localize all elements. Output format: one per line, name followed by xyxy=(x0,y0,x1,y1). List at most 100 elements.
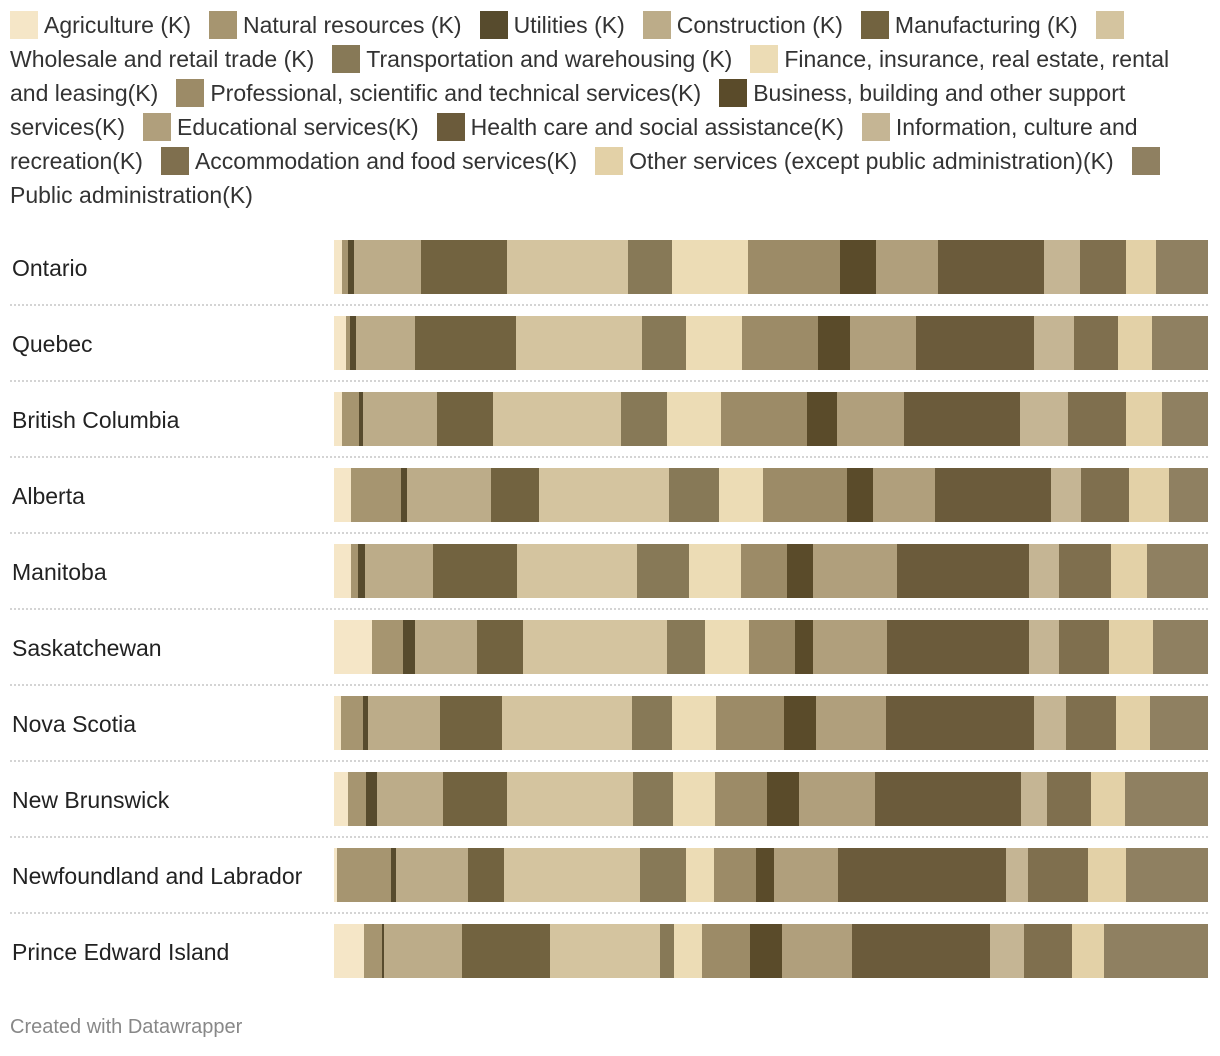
legend-swatch xyxy=(436,113,465,141)
legend-label: Accommodation and food services(K) xyxy=(194,148,578,174)
bar-segment xyxy=(550,924,660,978)
bar-segment xyxy=(415,620,477,674)
legend-swatch xyxy=(750,45,779,73)
bar-segment xyxy=(795,620,813,674)
legend-swatch xyxy=(1095,11,1124,39)
bar-segment xyxy=(334,544,351,598)
bar-segment xyxy=(1150,696,1208,750)
bar-segment xyxy=(1066,696,1116,750)
legend-label: Health care and social assistance(K) xyxy=(470,114,844,140)
bar-segment xyxy=(407,468,491,522)
bar-segment xyxy=(1021,772,1047,826)
bar-segment xyxy=(640,848,686,902)
bar-segment xyxy=(1044,240,1080,294)
bar-segment xyxy=(787,544,813,598)
bar-segment xyxy=(354,240,421,294)
bar-segment xyxy=(990,924,1024,978)
bar-segment xyxy=(633,772,673,826)
bar-segment xyxy=(342,392,359,446)
legend-label: Construction (K) xyxy=(676,12,843,38)
bar-row: Quebec xyxy=(0,306,1220,382)
bar-segment xyxy=(433,544,517,598)
bar-segment xyxy=(1156,240,1208,294)
bar-segment xyxy=(1104,924,1208,978)
legend-swatch xyxy=(861,113,890,141)
category-label: Manitoba xyxy=(12,559,107,585)
bar-segment xyxy=(673,772,715,826)
bar-row: Ontario xyxy=(0,230,1220,306)
bar-segment xyxy=(767,772,799,826)
bar-segment xyxy=(672,696,716,750)
legend-label: Wholesale and retail trade (K) xyxy=(10,46,315,72)
bar-segment xyxy=(840,240,876,294)
bar-row: British Columbia xyxy=(0,382,1220,458)
bar-segment xyxy=(1081,468,1129,522)
bar-segment xyxy=(1091,772,1125,826)
credit-text: Created with Datawrapper xyxy=(10,1016,243,1038)
bar-row: Newfoundland and Labrador xyxy=(0,838,1220,914)
bar-segment xyxy=(813,544,897,598)
bar-segment xyxy=(443,772,507,826)
bar-segment xyxy=(462,924,550,978)
bar-segment xyxy=(334,392,342,446)
bar-segment xyxy=(1024,924,1072,978)
bar-segment xyxy=(1068,392,1126,446)
bar-segment xyxy=(1169,468,1208,522)
bar-segment xyxy=(1029,620,1059,674)
bar-segment xyxy=(642,316,686,370)
bar-segment xyxy=(1125,772,1208,826)
bar-segment xyxy=(363,392,437,446)
row-divider xyxy=(10,608,1208,610)
legend-item: Wholesale and retail trade (K) xyxy=(10,11,1130,72)
bar-segment xyxy=(337,848,391,902)
bar-segment xyxy=(715,772,767,826)
bar-segment xyxy=(686,316,742,370)
bar-segment xyxy=(716,696,784,750)
bar-segment xyxy=(342,240,348,294)
bar-segment xyxy=(850,316,916,370)
legend-item: Natural resources (K) xyxy=(208,11,462,39)
bar-segment xyxy=(403,620,415,674)
stacked-bar xyxy=(334,316,1208,370)
bar-segment xyxy=(886,696,1034,750)
legend-item: Accommodation and food services(K) xyxy=(160,147,578,175)
bar-segment xyxy=(719,468,763,522)
bar-segment xyxy=(372,620,403,674)
bar-segment xyxy=(415,316,516,370)
bar-segment xyxy=(365,544,433,598)
bar-segment xyxy=(334,772,348,826)
bar-segment xyxy=(875,772,1021,826)
bar-segment xyxy=(507,772,633,826)
bar-segment xyxy=(396,848,468,902)
bar-segment xyxy=(763,468,847,522)
bar-segment xyxy=(904,392,1020,446)
bar-segment xyxy=(539,468,669,522)
stacked-bar xyxy=(334,620,1208,674)
bar-segment xyxy=(334,468,351,522)
bar-segment xyxy=(1147,544,1208,598)
bar-segment xyxy=(1059,544,1111,598)
legend-label: Agriculture (K) xyxy=(44,12,191,38)
bar-segment xyxy=(334,924,364,978)
bar-row: Manitoba xyxy=(0,534,1220,610)
row-divider xyxy=(10,532,1208,534)
bar-segment xyxy=(705,620,749,674)
bar-segment xyxy=(721,392,807,446)
legend-label: Utilities (K) xyxy=(513,12,625,38)
bar-segment xyxy=(351,544,358,598)
bar-segment xyxy=(784,696,816,750)
bar-segment xyxy=(1034,316,1074,370)
bar-segment xyxy=(873,468,935,522)
category-label: British Columbia xyxy=(12,407,180,433)
bar-segment xyxy=(782,924,852,978)
legend-item: Professional, scientific and technical s… xyxy=(176,79,701,107)
bar-segment xyxy=(502,696,632,750)
stacked-bar xyxy=(334,468,1208,522)
bar-segment xyxy=(516,316,642,370)
stacked-bar xyxy=(334,848,1208,902)
legend-label: Educational services(K) xyxy=(177,114,419,140)
stacked-bar xyxy=(334,772,1208,826)
bar-segment xyxy=(938,240,1044,294)
bar-row: Alberta xyxy=(0,458,1220,534)
bar-segment xyxy=(660,924,674,978)
